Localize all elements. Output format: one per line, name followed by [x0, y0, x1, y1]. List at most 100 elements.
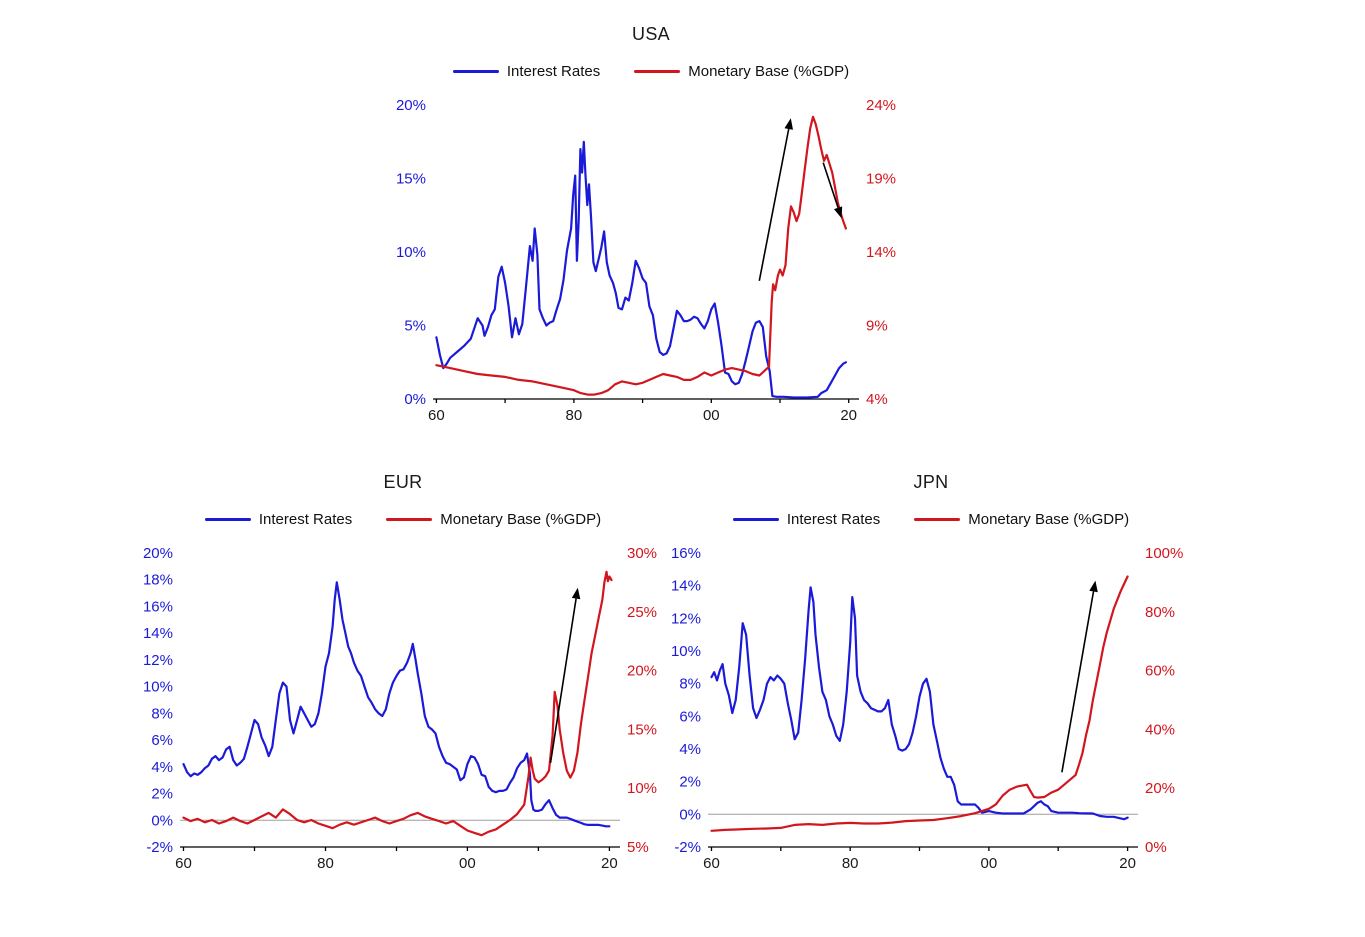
x-axis-tick-label: 00	[703, 407, 720, 424]
annotation-arrow-head-icon	[784, 118, 793, 130]
left-axis-tick-label: 12%	[671, 610, 701, 627]
left-axis-tick-label: 20%	[143, 545, 173, 562]
left-axis-tick-label: 16%	[671, 545, 701, 562]
legend-item-interest-rates: Interest Rates	[452, 62, 601, 80]
left-axis-tick-label: 0%	[404, 391, 426, 408]
left-axis-tick-label: 8%	[679, 676, 701, 693]
right-axis-tick-label: 40%	[1145, 721, 1175, 738]
legend-item-interest-rates: Interest Rates	[732, 510, 881, 528]
right-axis-tick-label: 20%	[1145, 780, 1175, 797]
right-axis-tick-label: 9%	[866, 318, 888, 335]
legend-eur: Interest Rates Monetary Base (%GDP)	[128, 509, 678, 529]
right-axis-tick-label: 60%	[1145, 663, 1175, 680]
left-axis-tick-label: 10%	[671, 643, 701, 660]
series-line-monetary-base	[182, 570, 613, 837]
legend-item-monetary-base: Monetary Base (%GDP)	[634, 63, 849, 80]
annotation-arrow-line	[758, 128, 790, 281]
annotation-arrow-head-icon	[834, 206, 843, 219]
legend-line-monetary-base-icon	[914, 517, 961, 521]
left-axis-tick-label: 2%	[151, 786, 173, 803]
legend-line-interest-rates-icon	[452, 69, 499, 73]
x-axis-tick-label: 60	[175, 855, 192, 872]
series-line-monetary-base	[435, 115, 847, 396]
x-axis-tick-label: 00	[981, 855, 998, 872]
legend-label-interest-rates: Interest Rates	[258, 510, 353, 528]
legend-label-monetary-base: Monetary Base (%GDP)	[440, 510, 602, 528]
left-axis-tick-label: 18%	[143, 572, 173, 589]
left-axis-tick-label: 15%	[396, 171, 426, 188]
legend-item-monetary-base: Monetary Base (%GDP)	[914, 511, 1129, 528]
chart-title-usa: USA	[632, 24, 670, 44]
x-axis-tick-label: 20	[601, 855, 618, 872]
chart-jpn: JPN Interest Rates Monetary Base (%GDP) …	[656, 462, 1206, 884]
plot-area-usa: 60 80 00 20 0% 5% 10% 15% 20% 4% 9% 14% 19% 24%	[385, 95, 917, 436]
right-axis-tick-label: 100%	[1145, 545, 1183, 562]
series-line-monetary-base	[710, 575, 1129, 832]
right-axis-tick-label: 5%	[627, 839, 649, 856]
right-axis-tick-label: 15%	[627, 721, 657, 738]
left-axis-tick-label: 14%	[671, 578, 701, 595]
chart-title-eur: EUR	[383, 472, 423, 492]
legend-line-interest-rates-icon	[732, 517, 779, 521]
left-axis-tick-label: 4%	[151, 759, 173, 776]
left-axis-tick-label: 5%	[404, 318, 426, 335]
legend-jpn: Interest Rates Monetary Base (%GDP)	[656, 509, 1206, 529]
legend-label-interest-rates: Interest Rates	[786, 510, 881, 528]
right-axis-tick-label: 25%	[627, 604, 657, 621]
x-axis-tick-label: 80	[317, 855, 334, 872]
chart-eur: EUR Interest Rates Monetary Base (%GDP) …	[128, 462, 678, 884]
x-axis-tick-label: 80	[842, 855, 859, 872]
left-axis-tick-label: 14%	[143, 625, 173, 642]
annotation-arrow-head-icon	[571, 587, 581, 600]
legend-usa: Interest Rates Monetary Base (%GDP)	[385, 61, 917, 81]
left-axis-tick-label: 16%	[143, 599, 173, 616]
left-axis-tick-label: 8%	[151, 705, 173, 722]
left-axis-tick-label: 20%	[396, 97, 426, 114]
chart-svg-eur: 60 80 00 20 -2% 0% 2% 4% 6% 8% 10% 12% 14% 16% 18% 20% 5…	[143, 545, 657, 872]
right-axis-tick-label: 14%	[866, 244, 896, 261]
x-axis-tick-label: 20	[1119, 855, 1136, 872]
series-line-interest-rates	[710, 586, 1129, 821]
right-axis-tick-label: 10%	[627, 780, 657, 797]
x-axis-tick-label: 80	[566, 407, 583, 424]
x-axis-tick-label: 00	[459, 855, 476, 872]
left-axis-tick-label: 0%	[679, 806, 701, 823]
left-axis-tick-label: 2%	[679, 774, 701, 791]
series-line-interest-rates	[435, 140, 847, 399]
plot-area-eur: 60 80 00 20 -2% 0% 2% 4% 6% 8% 10% 12% 14% 16% 18% 20% 5…	[128, 543, 678, 884]
left-axis-tick-label: 12%	[143, 652, 173, 669]
annotation-arrow-line	[822, 162, 839, 208]
x-axis-tick-label: 20	[840, 407, 857, 424]
left-axis-tick-label: 10%	[396, 244, 426, 261]
annotation-arrow-line	[549, 598, 577, 764]
left-axis-tick-label: 0%	[151, 812, 173, 829]
chart-svg-usa: 60 80 00 20 0% 5% 10% 15% 20% 4% 9% 14% 19% 24%	[396, 97, 896, 424]
right-axis-tick-label: 30%	[627, 545, 657, 562]
legend-line-monetary-base-icon	[634, 69, 681, 73]
right-axis-tick-label: 4%	[866, 391, 888, 408]
legend-label-monetary-base: Monetary Base (%GDP)	[688, 62, 850, 80]
legend-item-interest-rates: Interest Rates	[204, 510, 353, 528]
chart-usa: USA Interest Rates Monetary Base (%GDP) …	[385, 14, 917, 436]
left-axis-tick-label: 4%	[679, 741, 701, 758]
x-axis-tick-label: 60	[428, 407, 445, 424]
left-axis-tick-label: 6%	[679, 708, 701, 725]
right-axis-tick-label: 80%	[1145, 604, 1175, 621]
left-axis-tick-label: -2%	[674, 839, 701, 856]
right-axis-tick-label: 0%	[1145, 839, 1167, 856]
left-axis-tick-label: -2%	[146, 839, 173, 856]
annotation-arrow-head-icon	[1089, 580, 1098, 593]
plot-area-jpn: 60 80 00 20 -2% 0% 2% 4% 6% 8% 10% 12% 14% 16% 0% 20% 40…	[656, 543, 1206, 884]
legend-label-monetary-base: Monetary Base (%GDP)	[968, 510, 1130, 528]
chart-title-jpn: JPN	[913, 472, 949, 492]
legend-label-interest-rates: Interest Rates	[506, 62, 601, 80]
legend-line-monetary-base-icon	[386, 517, 433, 521]
series-line-interest-rates	[182, 581, 611, 828]
x-axis-tick-label: 60	[703, 855, 720, 872]
legend-line-interest-rates-icon	[204, 517, 251, 521]
right-axis-tick-label: 24%	[866, 97, 896, 114]
annotation-arrow-line	[1061, 591, 1095, 773]
left-axis-tick-label: 6%	[151, 732, 173, 749]
chart-svg-jpn: 60 80 00 20 -2% 0% 2% 4% 6% 8% 10% 12% 14% 16% 0% 20% 40…	[671, 545, 1183, 872]
